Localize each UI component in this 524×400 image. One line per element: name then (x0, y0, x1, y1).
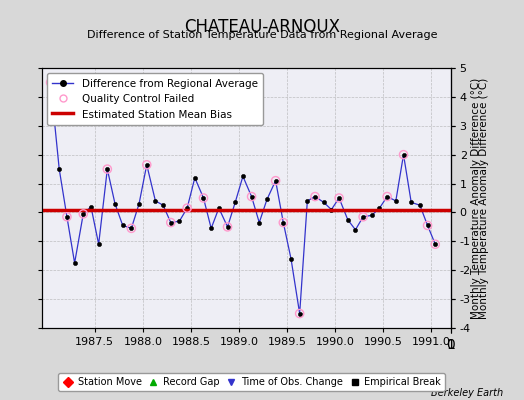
Point (335, 195, 343, 201)
Point (63, 214, 71, 220)
Legend: Station Move, Record Gap, Time of Obs. Change, Empirical Break: Station Move, Record Gap, Time of Obs. C… (58, 373, 445, 391)
Point (199, 195, 208, 201)
Legend: Difference from Regional Average, Quality Control Failed, Estimated Station Mean: Difference from Regional Average, Qualit… (47, 73, 263, 125)
Point (183, 205, 191, 211)
Point (279, 219, 288, 226)
Text: Difference of Station Temperature Data from Regional Average: Difference of Station Temperature Data f… (87, 30, 437, 40)
Point (47, 79, 55, 86)
Point (79, 211, 88, 217)
Point (399, 152, 408, 158)
Point (247, 193, 256, 200)
Point (359, 214, 367, 220)
Point (167, 219, 175, 226)
Point (223, 224, 232, 230)
Point (143, 162, 151, 168)
Point (423, 222, 432, 229)
Point (103, 166, 112, 172)
Point (383, 193, 391, 200)
Text: CHATEAU-ARNOUX: CHATEAU-ARNOUX (184, 18, 340, 36)
Point (311, 193, 319, 200)
Text: Berkeley Earth: Berkeley Earth (431, 388, 503, 398)
Point (431, 241, 440, 248)
Y-axis label: Monthly Temperature Anomaly Difference (°C): Monthly Temperature Anomaly Difference (… (479, 77, 489, 319)
Point (271, 178, 280, 184)
Point (296, 310, 304, 317)
Point (127, 225, 136, 232)
Y-axis label: Monthly Temperature Anomaly Difference (°C): Monthly Temperature Anomaly Difference (… (471, 77, 481, 319)
